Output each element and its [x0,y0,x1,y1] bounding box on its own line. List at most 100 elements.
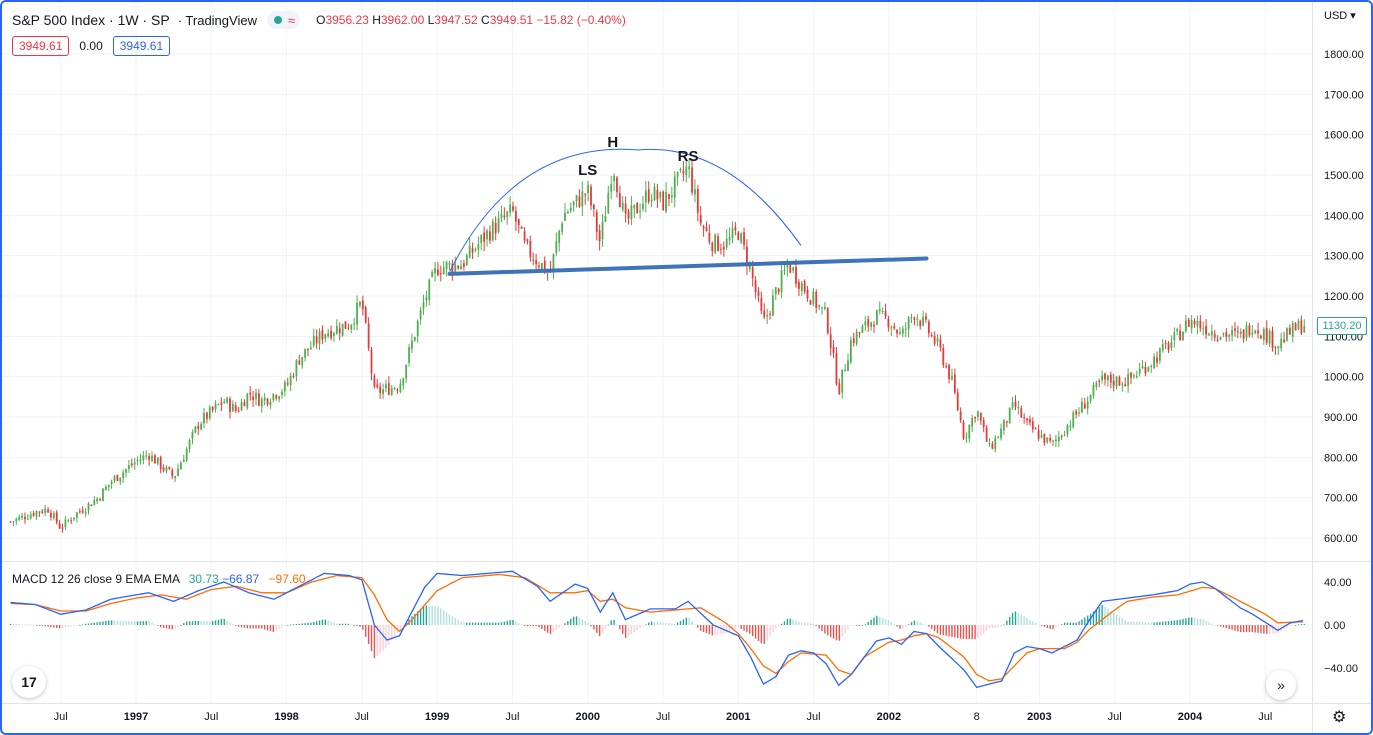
macd-histogram-bar [318,620,321,625]
macd-histogram-bar [682,619,685,625]
candle-body [1132,375,1135,377]
time-tick-label: 8 [974,711,980,723]
candle-body [878,309,881,312]
macd-histogram-bar [642,625,644,627]
candle-body [959,411,962,421]
candle-body [642,203,644,209]
macd-histogram-bar [1075,622,1077,625]
candle-body [246,393,249,408]
candle-body [798,281,800,290]
candle-body [52,513,55,519]
macd-histogram-bar [440,608,442,625]
currency-selector[interactable]: USD ▾ [1324,10,1356,22]
macd-histogram-bar [985,625,988,631]
macd-histogram-bar [1060,624,1063,626]
ask-box[interactable]: 3949.61 [112,36,171,56]
macd-histogram-bar [853,625,855,626]
macd-histogram-bar [942,625,944,636]
macd-histogram-bar [567,621,569,625]
candle-body [1205,326,1207,335]
candle-body [630,205,633,220]
candle-body [945,366,948,368]
candle-body [107,484,110,488]
time-tick-label: 1998 [274,711,298,723]
candle-body [948,364,950,380]
macd-histogram-bar [656,622,659,625]
macd-histogram-bar [269,625,272,632]
macd-histogram-bar [391,625,393,641]
candle-body [275,395,278,399]
candle-body [139,459,142,462]
macd-histogram-bar [1107,608,1109,625]
macd-histogram-bar [93,622,95,625]
candle-body [1020,408,1023,418]
macd-histogram-bar [815,625,817,627]
candle-body [760,298,763,311]
candle-body [1083,403,1086,409]
macd-histogram-bar [422,606,425,625]
candle-body [419,309,422,320]
macd-histogram-bar [838,625,841,641]
candle-body [1303,326,1306,333]
candle-body [1101,375,1104,381]
candle-body [907,317,910,330]
macd-histogram-bar [255,625,257,629]
candle-body [1049,438,1052,441]
macd-histogram-bar [451,616,454,625]
macd-histogram-bar [142,621,145,625]
candle-body [1008,407,1011,424]
candle-body [555,241,558,253]
macd-histogram-bar [281,625,283,628]
candle-body [465,255,468,265]
macd-histogram-bar [1228,625,1230,629]
macd-histogram-bar [180,624,182,626]
macd-histogram-bar [1164,621,1167,625]
macd-histogram-bar [775,625,777,629]
price-tick-label: 1800.00 [1324,49,1364,61]
candle-body [601,222,604,240]
bid-box[interactable]: 3949.61 [12,36,70,56]
macd-histogram-bar [373,625,376,659]
tradingview-logo[interactable]: 17 [12,666,46,698]
macd-histogram-bar [876,615,878,625]
macd-histogram-bar [76,625,78,626]
macd-histogram-bar [1020,614,1022,625]
candle-body [587,184,589,193]
macd-histogram-bar [803,622,806,625]
candle-body [373,375,376,387]
candle-body [512,206,514,211]
candle-body [359,301,361,306]
macd-histogram-bar [1040,625,1043,626]
candle-body [171,469,174,477]
candle-body [1089,394,1092,401]
candle-body [884,310,887,317]
macd-histogram-bar [905,625,907,627]
candle-body [1072,412,1075,428]
macd-histogram-bar [24,624,26,626]
candle-body [792,267,795,271]
candle-body [595,211,598,232]
macd-histogram-bar [523,625,526,626]
last-price-tag: 1130.20 [1317,317,1367,335]
macd-histogram-bar [1257,625,1259,633]
candle-body [757,291,760,296]
status-pill[interactable]: ≈ [266,11,301,29]
candle-body [696,188,699,213]
macd-legend[interactable]: MACD 12 26 close 9 EMA EMA 30.73 −66.87 … [12,572,306,586]
macd-histogram-bar [983,625,985,634]
macd-histogram-bar [32,624,35,626]
candle-body [783,269,786,271]
macd-histogram-bar [1196,618,1199,625]
candle-body [774,287,777,295]
candle-body [982,420,985,428]
macd-histogram-bar [1263,625,1265,634]
symbol-title[interactable]: S&P 500 Index · 1W · SP [12,12,170,28]
scroll-to-realtime-button[interactable]: » [1266,670,1296,700]
candle-body [411,340,413,349]
macd-histogram-bar [122,620,124,625]
open-value: 3956.23 [325,13,369,27]
gear-icon[interactable]: ⚙ [1332,709,1347,726]
candle-body [1280,338,1283,349]
candle-body [194,426,197,433]
